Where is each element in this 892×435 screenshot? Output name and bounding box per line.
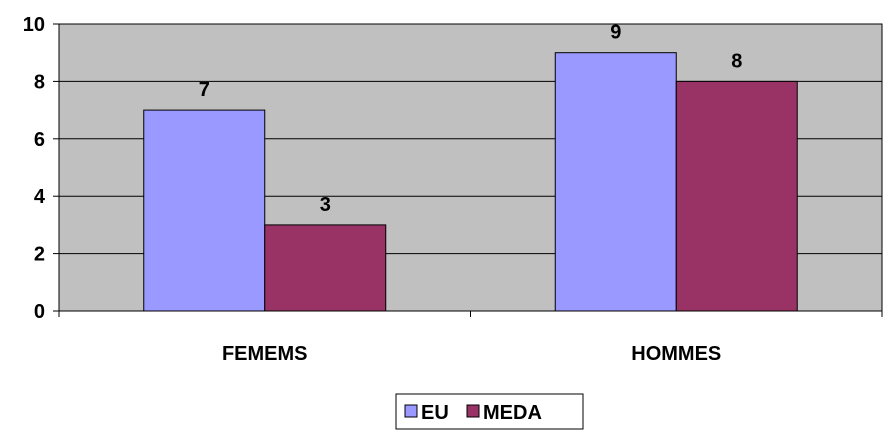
y-tick-label: 10 — [23, 14, 45, 36]
y-tick-label: 0 — [34, 301, 45, 323]
legend-swatch-eu — [404, 404, 418, 418]
bar-meda-femems — [264, 224, 387, 312]
legend-label-meda: MEDA — [483, 402, 542, 424]
x-category-label: HOMMES — [631, 343, 721, 365]
y-tick-label: 2 — [34, 244, 45, 266]
y-tick-label: 6 — [34, 129, 45, 151]
legend-label-eu: EU — [421, 402, 449, 424]
axes: 0 2 4 6 8 10 FEMEMS HOMMES — [23, 14, 883, 365]
y-tick-label: 4 — [34, 186, 46, 208]
legend: EU MEDA — [395, 393, 584, 430]
data-label: 7 — [199, 79, 210, 101]
data-label: 8 — [731, 50, 742, 72]
bar-meda-hommes — [675, 80, 798, 312]
data-label: 3 — [320, 194, 331, 216]
bar-eu-hommes — [554, 52, 677, 312]
legend-swatch-meda — [466, 404, 480, 418]
legend-box — [395, 393, 584, 430]
x-category-label: FEMEMS — [222, 343, 308, 365]
y-tick-label: 8 — [34, 71, 45, 93]
bar-eu-femems — [143, 109, 266, 312]
data-label: 9 — [610, 22, 621, 44]
data-labels: 7 3 9 8 — [199, 22, 743, 216]
